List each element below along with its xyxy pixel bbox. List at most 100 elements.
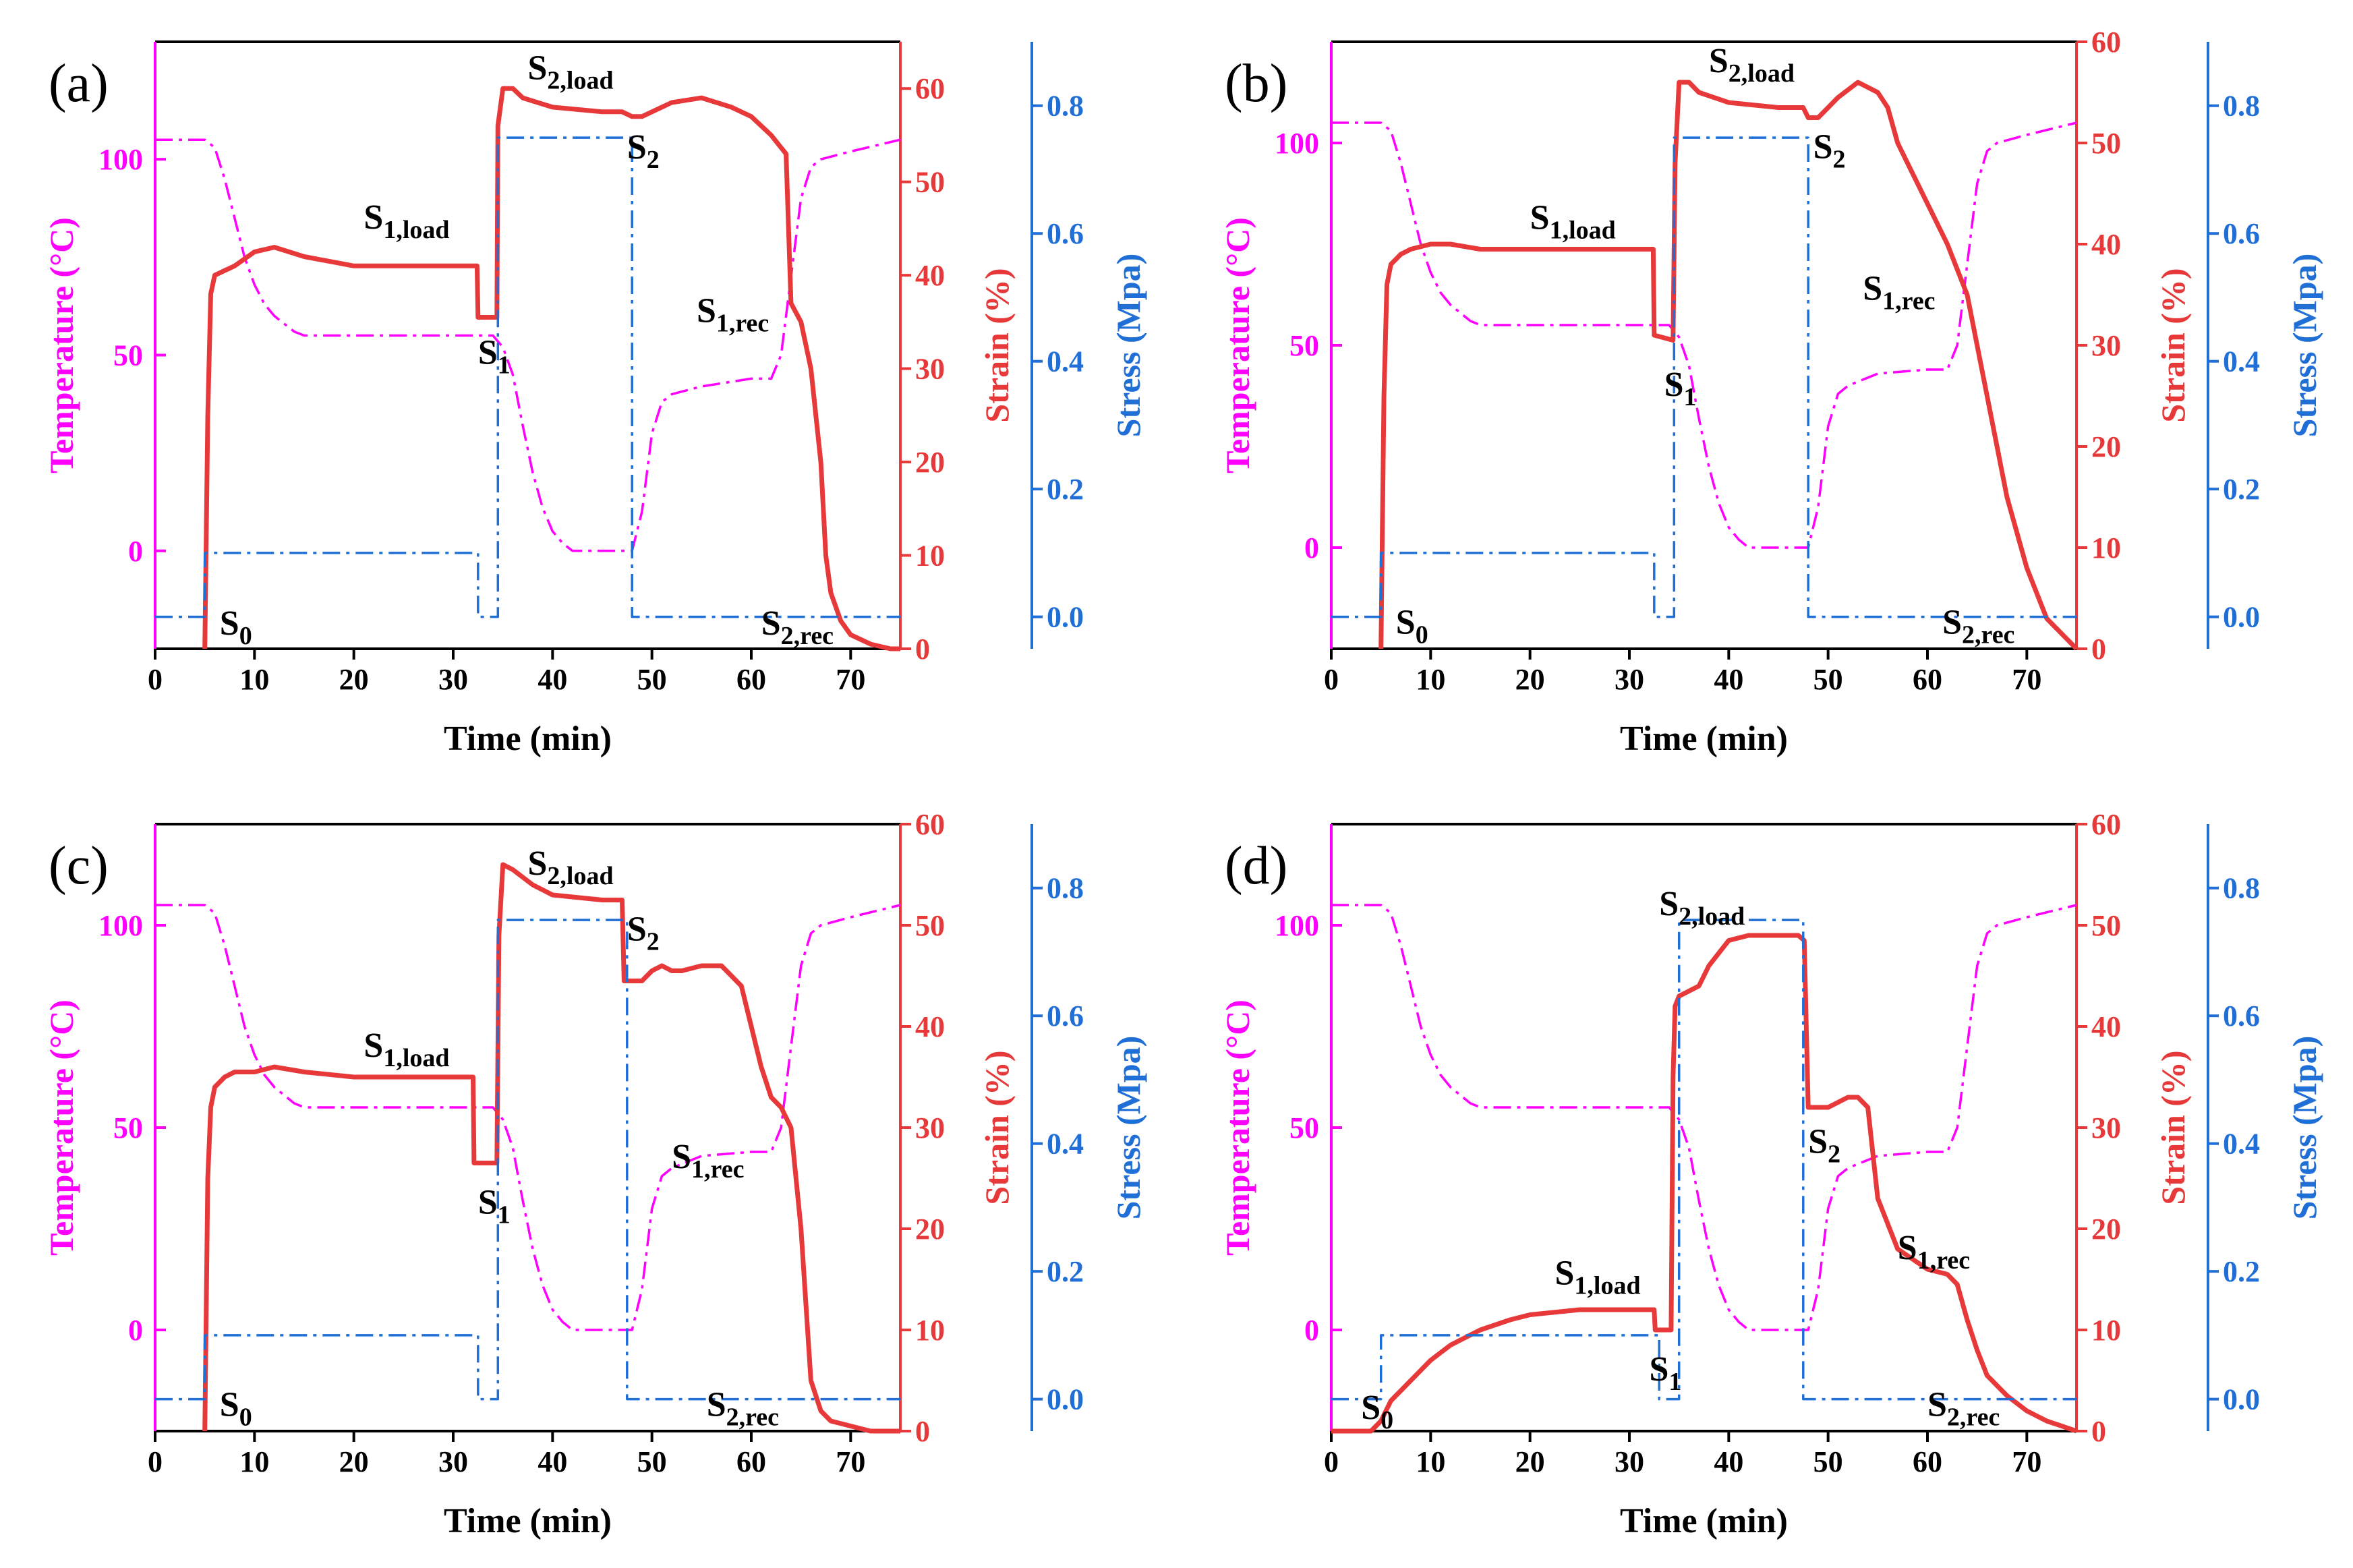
state-annotation-subscript: 2 <box>647 928 660 956</box>
temperature-tick-label: 50 <box>1289 329 1319 362</box>
x-tick-label: 10 <box>239 1445 269 1478</box>
stress-tick-label: 0.4 <box>2223 1128 2260 1161</box>
stress-tick-label: 0.6 <box>1047 217 1084 250</box>
state-annotation-subscript: 1 <box>498 1201 511 1229</box>
state-annotation: S2,rec <box>707 1386 779 1432</box>
state-annotation-base: S <box>478 334 498 372</box>
state-annotation: S1,load <box>364 1026 449 1072</box>
state-annotation-subscript: 2,load <box>547 66 613 94</box>
state-annotation-base: S <box>1808 1123 1828 1161</box>
temperature-tick-label: 50 <box>113 339 143 372</box>
strain-tick-label: 50 <box>2091 909 2121 942</box>
state-annotation-subscript: 2,load <box>1729 59 1795 88</box>
state-annotation-subscript: 1,rec <box>716 309 769 337</box>
temperature-tick-label: 50 <box>1289 1111 1319 1144</box>
x-tick-label: 20 <box>1515 663 1545 696</box>
state-annotation: S0 <box>1361 1389 1393 1434</box>
state-annotation-base: S <box>672 1138 691 1176</box>
x-tick-label: 70 <box>2012 1445 2041 1478</box>
x-axis-label: Time (min) <box>444 1502 612 1540</box>
strain-tick-label: 50 <box>2091 127 2121 160</box>
strain-tick-label: 30 <box>915 353 945 386</box>
x-tick-label: 0 <box>1324 663 1339 696</box>
state-annotation: S2,rec <box>1927 1386 2000 1432</box>
state-annotation-base: S <box>707 1386 726 1424</box>
panel-label: (d) <box>1225 836 1287 896</box>
state-annotation-subscript: 0 <box>239 622 252 650</box>
temperature-series-line <box>155 138 901 552</box>
stress-tick-label: 0.4 <box>1047 1128 1084 1161</box>
temperature-tick-label: 100 <box>1275 127 1319 160</box>
strain-tick-label: 60 <box>2091 808 2121 841</box>
state-annotation: S0 <box>220 1386 252 1432</box>
state-annotation-subscript: 0 <box>239 1403 252 1432</box>
state-annotation-base: S <box>1664 366 1684 404</box>
state-annotation-subscript: 1,load <box>383 216 449 244</box>
stress-tick-label: 0.2 <box>2223 1255 2260 1288</box>
strain-series-line <box>1331 933 2078 1434</box>
x-tick-label: 30 <box>1615 1445 1644 1478</box>
state-annotation: S2,load <box>1709 42 1795 88</box>
state-annotation-base: S <box>1898 1229 1917 1267</box>
stress-tick-label: 0.0 <box>1047 1383 1084 1416</box>
x-tick-label: 30 <box>1615 663 1644 696</box>
state-annotation: S1,rec <box>1863 270 1935 316</box>
strain-tick-label: 20 <box>915 1213 945 1246</box>
state-annotation-subscript: 1,rec <box>691 1155 744 1184</box>
x-tick-label: 40 <box>1714 1445 1743 1478</box>
stress-tick-label: 0.4 <box>2223 345 2260 378</box>
state-annotation-base: S <box>1396 604 1416 642</box>
strain-tick-label: 20 <box>2091 430 2121 463</box>
state-annotation-base: S <box>1709 42 1729 80</box>
state-annotation: S1,load <box>1555 1254 1641 1300</box>
strain-tick-label: 20 <box>2091 1213 2121 1246</box>
stress-series-line <box>1331 136 2076 618</box>
state-annotation: S1,load <box>364 198 449 244</box>
stress-axis-label: Stress (Mpa) <box>2286 1036 2323 1220</box>
temperature-axis-label: Temperature (°C) <box>42 217 80 473</box>
state-annotation-base: S <box>761 604 781 643</box>
strain-tick-label: 10 <box>2091 1314 2121 1347</box>
x-tick-label: 50 <box>1813 1445 1843 1478</box>
x-tick-label: 60 <box>736 1445 766 1478</box>
state-annotation: S1 <box>478 334 511 380</box>
x-tick-label: 20 <box>1515 1445 1545 1478</box>
state-annotation-subscript: 1,load <box>1574 1272 1640 1300</box>
state-annotation: S2 <box>627 128 660 174</box>
x-tick-label: 0 <box>148 1445 163 1478</box>
state-annotation-subscript: 2 <box>1828 1140 1840 1169</box>
x-tick-label: 0 <box>148 663 163 696</box>
state-annotation: S0 <box>220 604 252 650</box>
strain-tick-label: 0 <box>915 1415 930 1448</box>
x-tick-label: 40 <box>1714 663 1743 696</box>
state-annotation: S1 <box>1664 366 1697 411</box>
x-tick-label: 60 <box>1913 1445 1942 1478</box>
x-tick-label: 30 <box>438 1445 468 1478</box>
state-annotation-base: S <box>528 844 548 883</box>
strain-tick-label: 0 <box>2091 1415 2106 1448</box>
state-annotation-base: S <box>1942 604 1962 642</box>
state-annotation: S2,rec <box>761 604 834 650</box>
stress-axis-label: Stress (Mpa) <box>1109 254 1147 438</box>
strain-series-line <box>202 86 900 651</box>
panel-label: (b) <box>1225 54 1287 113</box>
x-tick-label: 10 <box>1416 1445 1445 1478</box>
state-annotation-base: S <box>528 49 548 87</box>
state-annotation: S1,rec <box>672 1138 744 1184</box>
temperature-series-line <box>155 904 901 1331</box>
state-annotation-subscript: 2,rec <box>1962 621 2014 649</box>
strain-tick-label: 40 <box>2091 228 2121 261</box>
state-annotation-base: S <box>1927 1386 1947 1424</box>
strain-tick-label: 40 <box>915 1010 945 1043</box>
x-tick-label: 60 <box>736 663 766 696</box>
state-annotation-base: S <box>364 198 383 237</box>
state-annotation-subscript: 1,rec <box>1882 287 1935 316</box>
strain-tick-label: 60 <box>915 72 945 105</box>
strain-tick-label: 50 <box>915 909 945 942</box>
state-annotation: S1,rec <box>697 291 769 337</box>
state-annotation-subscript: 2,load <box>1679 902 1745 931</box>
